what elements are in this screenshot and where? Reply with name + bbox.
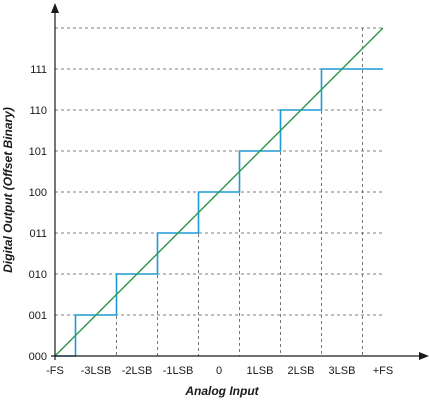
x-tick-label: 3LSB xyxy=(329,365,356,377)
y-tick-label: 011 xyxy=(29,228,47,240)
y-tick-label: 000 xyxy=(29,351,47,363)
y-tick-label: 110 xyxy=(29,105,47,117)
ideal-transfer-line xyxy=(54,27,384,357)
y-tick-label: 101 xyxy=(29,146,47,158)
x-tick-label: -1LSB xyxy=(163,365,194,377)
y-tick-label: 100 xyxy=(29,187,47,199)
x-tick-label: 0 xyxy=(216,365,222,377)
x-axis-title: Analog Input xyxy=(184,384,259,398)
y-axis-title: Digital Output (Offset Binary) xyxy=(1,107,15,273)
x-tick-label: -FS xyxy=(46,365,64,377)
data-layer xyxy=(54,27,384,357)
tick-labels: 000 001 010 011 100 101 110 111 -FS -3LSB -2LSB -1L… xyxy=(29,64,394,377)
x-tick-label: -3LSB xyxy=(81,365,112,377)
y-tick-label: 010 xyxy=(29,269,47,281)
y-axis-arrow-icon xyxy=(51,3,59,13)
x-axis-arrow-icon xyxy=(419,352,429,360)
x-tick-label: +FS xyxy=(373,365,393,377)
axes xyxy=(51,3,429,360)
x-tick-label: 2LSB xyxy=(288,365,315,377)
quantizer-staircase-line xyxy=(55,68,383,357)
y-tick-label: 111 xyxy=(30,64,47,76)
x-tick-label: -2LSB xyxy=(122,365,153,377)
y-tick-label: 001 xyxy=(29,310,47,322)
x-tick-label: 1LSB xyxy=(247,365,274,377)
